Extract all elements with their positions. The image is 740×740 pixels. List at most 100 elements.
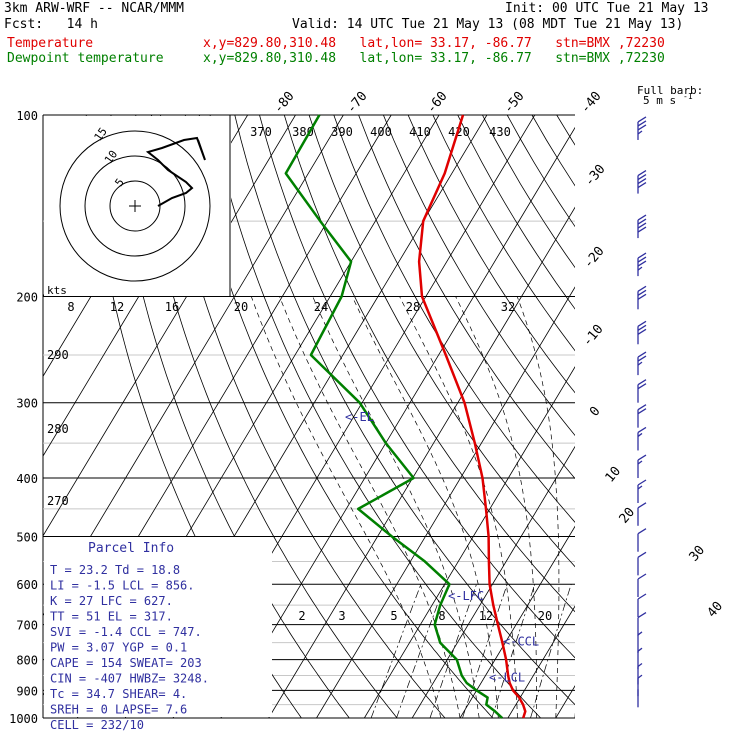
isotherm [268,206,575,718]
dry-adiabat [432,115,575,352]
wind-barb-half [637,631,643,636]
wind-barb-flag [637,182,647,189]
temperature-location: x,y=829.80,310.48 lat,lon= 33.17, -86.77… [203,36,665,51]
theta-side-label-280: 280 [47,422,69,436]
dry-adiabat [184,115,494,718]
pressure-label-100: 100 [16,109,38,123]
theta-label-390: 390 [331,125,353,139]
wind-barb [637,479,647,504]
dry-adiabat [656,115,740,718]
wind-barb-flag [637,124,647,131]
wind-barb [637,379,647,403]
temp-tick-right--10: -10 [580,322,607,350]
mixing-ratio-bottom-label-2: 2 [298,609,305,623]
temperature-legend-label: Temperature [7,36,94,51]
wind-barb-flag [637,214,647,221]
mixing-ratio-top-label-28: 28 [406,300,420,314]
level-label-el: <-EL [345,410,374,424]
wind-barb-flag [637,120,647,127]
temp-tick-right--30: -30 [582,162,609,190]
wind-barb-flag [637,502,647,509]
theta-label-370: 370 [250,125,272,139]
level-label-lcl: <-LCL [489,670,525,684]
dry-adiabat [160,115,446,718]
wind-barb-flag [637,351,647,358]
dry-adiabat [506,115,575,228]
mixing-ratio-top-label-20: 20 [234,300,248,314]
wind-barb [637,528,647,552]
wind-barb-flag [637,218,647,225]
wind-barb-flag [637,320,647,327]
mixing-ratio-top-label-24: 24 [314,300,328,314]
wind-barb [637,116,647,140]
parcel-info-row: SVI = -1.4 CCL = 747. [50,625,202,639]
parcel-info-row: LI = -1.5 LCL = 856. [50,579,195,593]
mixing-ratio-line [370,584,422,718]
wind-barb-flag [637,479,647,486]
wind-barb [637,612,647,636]
isotherm [651,115,740,718]
wind-barb-half [637,460,643,465]
dry-adiabat [209,115,541,718]
isotherm [604,115,740,718]
isotherm [220,126,575,718]
hodograph-trace [145,136,206,207]
mixing-ratio-bottom-label-5: 5 [390,609,397,623]
dry-adiabat [308,115,575,568]
wind-barb-flag [637,404,647,411]
wind-barb [637,454,647,479]
temperature-profile [417,114,527,719]
wind-barb-flag [637,355,647,362]
parcel-info-row: PW = 3.07 YGP = 0.1 [50,641,187,655]
pressure-label-900: 900 [16,684,38,698]
wind-barb-flag [637,116,647,123]
dry-adiabat [531,115,575,187]
parcel-info-row: K = 27 LFC = 627. [50,594,173,608]
wind-barb [637,551,647,576]
temp-tick-top--40: -40 [578,89,605,117]
dry-adiabat [135,115,398,718]
isotherm [316,286,575,718]
wind-barb [637,404,647,428]
dewpoint-profile [284,114,504,719]
hodograph-ring [84,155,186,257]
parcel-info-row: CIN = -407 HWBZ= 3248. [50,672,209,686]
wind-barb [637,351,647,376]
wind-barb [637,426,647,451]
wind-barb-flag [637,293,647,300]
temp-tick-right-40: 40 [705,599,727,621]
wind-barb [637,252,647,277]
wind-barb-half [637,130,643,135]
dry-adiabat [681,115,740,718]
hodograph-ring-label-15: 15 [92,125,110,143]
wind-barb-flag [637,454,647,461]
moist-adiabat [399,296,518,718]
level-label-ccl: <-CCL [503,635,539,649]
wind-barb [637,502,647,526]
moist-adiabat [250,296,442,718]
wind-barb-flag [637,222,647,229]
wind-barb [637,214,647,239]
wind-barb-flag [637,285,647,292]
barb-legend-subtitle: 5 m s [643,94,676,107]
wind-barb-flag [637,260,647,267]
dry-adiabats [85,115,740,718]
parcel-info-row: Tc = 34.7 SHEAR= 4. [50,687,187,701]
temp-tick-top--80: -80 [271,89,298,117]
isotherm [555,685,575,718]
wind-barb-flag [637,379,647,386]
temp-tick-top--70: -70 [344,89,371,117]
parcel-info-row: CAPE = 154 SWEAT= 203 [50,656,202,670]
dry-adiabat [234,115,575,706]
wind-barb-flag [637,174,647,181]
mixing-ratio-line [530,584,572,718]
wind-barb-flag [637,252,647,259]
mixing-ratio-top-label-12: 12 [110,300,124,314]
wind-barb-half [637,485,643,490]
pressure-label-500: 500 [16,530,38,544]
theta-label-430: 430 [489,125,511,139]
mixing-ratio-top-label-32: 32 [501,300,515,314]
pressure-label-1000: 1000 [9,712,38,726]
dry-adiabat [582,115,740,718]
